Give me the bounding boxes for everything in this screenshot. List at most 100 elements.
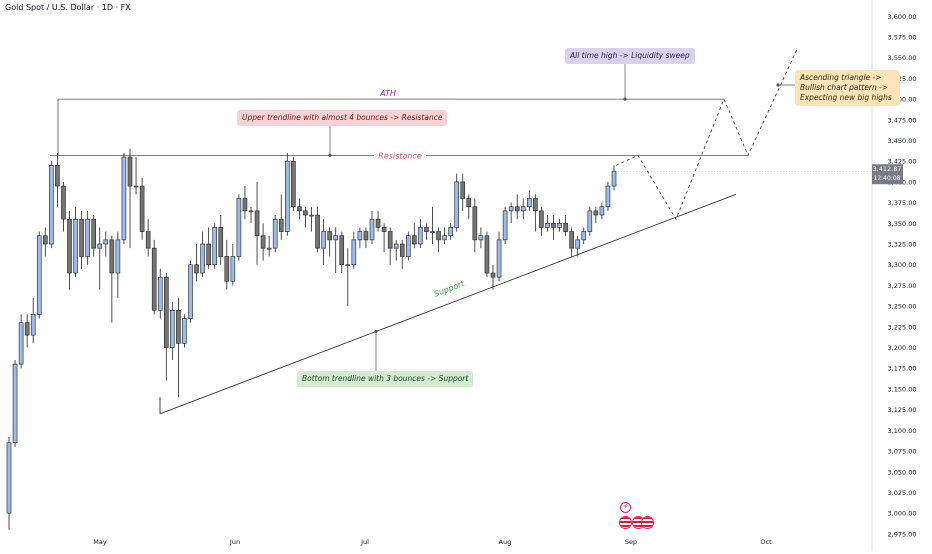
candle xyxy=(49,161,54,249)
chart-title: Gold Spot / U.S. Dollar · 1D · FX xyxy=(5,3,131,12)
resistance-label-bg xyxy=(374,150,426,161)
candle-body xyxy=(581,231,587,241)
x-tick-label: Jul xyxy=(360,538,369,546)
candle-body xyxy=(502,210,508,241)
candle-body xyxy=(520,206,526,212)
candle-body xyxy=(42,235,48,245)
us-flag-icon[interactable] xyxy=(642,517,653,528)
candle-body xyxy=(139,185,145,232)
y-tick-label: 3,450.00 xyxy=(888,137,917,145)
candle-body xyxy=(466,198,472,208)
candle-body xyxy=(115,239,121,274)
candle-body xyxy=(242,198,248,212)
candle-body xyxy=(387,231,393,249)
candle-body xyxy=(454,181,460,228)
candle xyxy=(399,239,405,269)
candle xyxy=(12,359,18,447)
candle xyxy=(176,297,181,398)
candle-body xyxy=(605,185,611,208)
candle xyxy=(157,268,163,319)
candle-body xyxy=(67,218,72,274)
y-tick-label: 3,325.00 xyxy=(888,241,917,249)
candle-body xyxy=(200,243,205,274)
candle-body xyxy=(303,210,308,216)
candle xyxy=(254,181,260,265)
y-tick-label: 3,375.00 xyxy=(888,199,917,207)
candle xyxy=(194,244,199,282)
candle-body xyxy=(533,198,538,212)
candle-body xyxy=(36,235,42,315)
candle xyxy=(6,436,12,530)
y-tick-label: 3,100.00 xyxy=(888,427,917,435)
last-price-label: 3,412.87 xyxy=(873,165,902,173)
candle xyxy=(151,239,157,315)
candle-body xyxy=(327,231,332,241)
us-flag-icon[interactable] xyxy=(633,517,644,528)
candle xyxy=(581,227,587,245)
candle xyxy=(260,223,266,261)
price-badge-bg xyxy=(872,164,903,185)
candle xyxy=(303,206,308,228)
y-tick-label: 3,150.00 xyxy=(888,385,917,393)
y-tick-label: 3,025.00 xyxy=(888,489,917,497)
candle-body xyxy=(460,181,466,199)
candle-body xyxy=(284,160,290,232)
ath-point xyxy=(623,97,627,101)
candle-body xyxy=(24,322,30,336)
candle xyxy=(520,198,526,220)
candle-body xyxy=(133,185,139,188)
candle xyxy=(563,215,568,236)
candle xyxy=(478,227,484,249)
candle-body xyxy=(478,235,484,241)
candle xyxy=(375,210,381,232)
candle-body xyxy=(345,264,351,267)
candle-body xyxy=(369,218,375,241)
candle xyxy=(97,227,103,290)
resistance-label: Resistance xyxy=(378,151,422,160)
y-tick-label: 3,550.00 xyxy=(888,54,917,62)
y-tick-label: 3,075.00 xyxy=(888,448,917,456)
candle-body xyxy=(18,322,24,365)
y-tick-label: 3,350.00 xyxy=(888,220,917,228)
countdown-label: 12:40:08 xyxy=(874,175,901,182)
candle-body xyxy=(182,318,187,344)
y-tick-label: 3,500.00 xyxy=(888,96,917,104)
event-icon[interactable]: ⚡ xyxy=(620,502,631,513)
candle xyxy=(248,206,254,224)
candle xyxy=(551,215,556,240)
candle xyxy=(387,227,393,265)
candle xyxy=(539,206,544,236)
candle xyxy=(79,210,84,269)
candle-body xyxy=(557,223,562,228)
candle xyxy=(188,260,193,323)
candle-body xyxy=(357,231,363,241)
candle-body xyxy=(297,206,302,212)
candle-body xyxy=(381,227,387,232)
support-trendline xyxy=(159,193,737,415)
candle xyxy=(436,227,441,253)
candle-body xyxy=(97,243,103,249)
y-tick-label: 3,475.00 xyxy=(888,116,917,124)
y-tick-label: 3,200.00 xyxy=(888,344,917,352)
candle-body xyxy=(236,198,242,257)
candle xyxy=(569,227,574,257)
candle xyxy=(430,206,435,245)
us-flag-icon[interactable] xyxy=(620,517,631,528)
candle-body xyxy=(321,231,326,249)
candle-body xyxy=(418,227,423,245)
candle xyxy=(170,301,175,360)
candle-body xyxy=(430,231,435,233)
candle-body xyxy=(351,239,357,266)
candle xyxy=(67,210,72,290)
candle-body xyxy=(278,218,284,232)
candle xyxy=(206,227,211,269)
candle xyxy=(424,223,429,240)
y-tick-label: 3,050.00 xyxy=(888,468,917,476)
candle xyxy=(212,223,217,269)
y-tick-label: 3,250.00 xyxy=(888,303,917,311)
candle xyxy=(472,198,478,253)
y-tick-label: 3,000.00 xyxy=(888,510,917,518)
candle xyxy=(121,152,127,245)
